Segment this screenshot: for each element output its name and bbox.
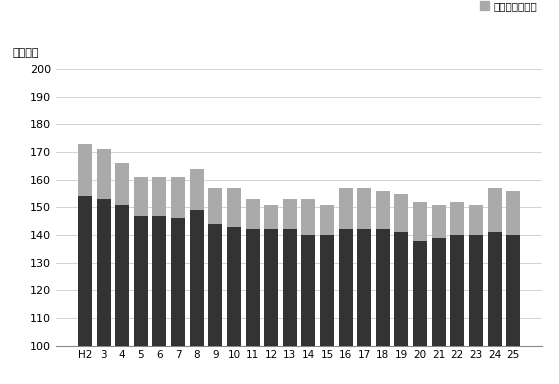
Bar <box>487 232 501 384</box>
Bar <box>134 216 148 384</box>
Bar <box>78 144 92 196</box>
Legend: 所定内労働時間, 所定外労働時間: 所定内労働時間, 所定外労働時間 <box>480 0 537 11</box>
Bar <box>190 210 203 384</box>
Bar <box>283 199 297 230</box>
Bar <box>301 199 315 235</box>
Bar <box>301 235 315 384</box>
Bar <box>115 205 129 384</box>
Bar <box>395 232 409 384</box>
Bar <box>339 230 353 384</box>
Bar <box>264 205 278 230</box>
Bar <box>432 205 446 238</box>
Text: （時間）: （時間） <box>12 48 39 58</box>
Bar <box>227 227 241 384</box>
Bar <box>469 205 483 235</box>
Bar <box>97 149 111 199</box>
Bar <box>506 191 520 235</box>
Bar <box>283 230 297 384</box>
Bar <box>153 177 167 216</box>
Bar <box>357 230 371 384</box>
Bar <box>487 188 501 232</box>
Bar <box>432 238 446 384</box>
Bar <box>171 218 185 384</box>
Bar <box>413 240 427 384</box>
Bar <box>190 169 203 210</box>
Bar <box>115 163 129 205</box>
Bar <box>153 216 167 384</box>
Bar <box>209 188 222 224</box>
Bar <box>245 199 259 230</box>
Bar <box>78 196 92 384</box>
Bar <box>227 188 241 227</box>
Bar <box>395 194 409 232</box>
Bar <box>469 235 483 384</box>
Bar <box>376 230 390 384</box>
Bar <box>209 224 222 384</box>
Bar <box>339 188 353 230</box>
Bar <box>320 235 334 384</box>
Bar <box>264 230 278 384</box>
Bar <box>245 230 259 384</box>
Bar <box>451 235 465 384</box>
Bar <box>171 177 185 218</box>
Bar <box>320 205 334 235</box>
Bar <box>357 188 371 230</box>
Bar <box>413 202 427 240</box>
Bar <box>451 202 465 235</box>
Bar <box>97 199 111 384</box>
Bar <box>506 235 520 384</box>
Bar <box>376 191 390 230</box>
Bar <box>134 177 148 216</box>
